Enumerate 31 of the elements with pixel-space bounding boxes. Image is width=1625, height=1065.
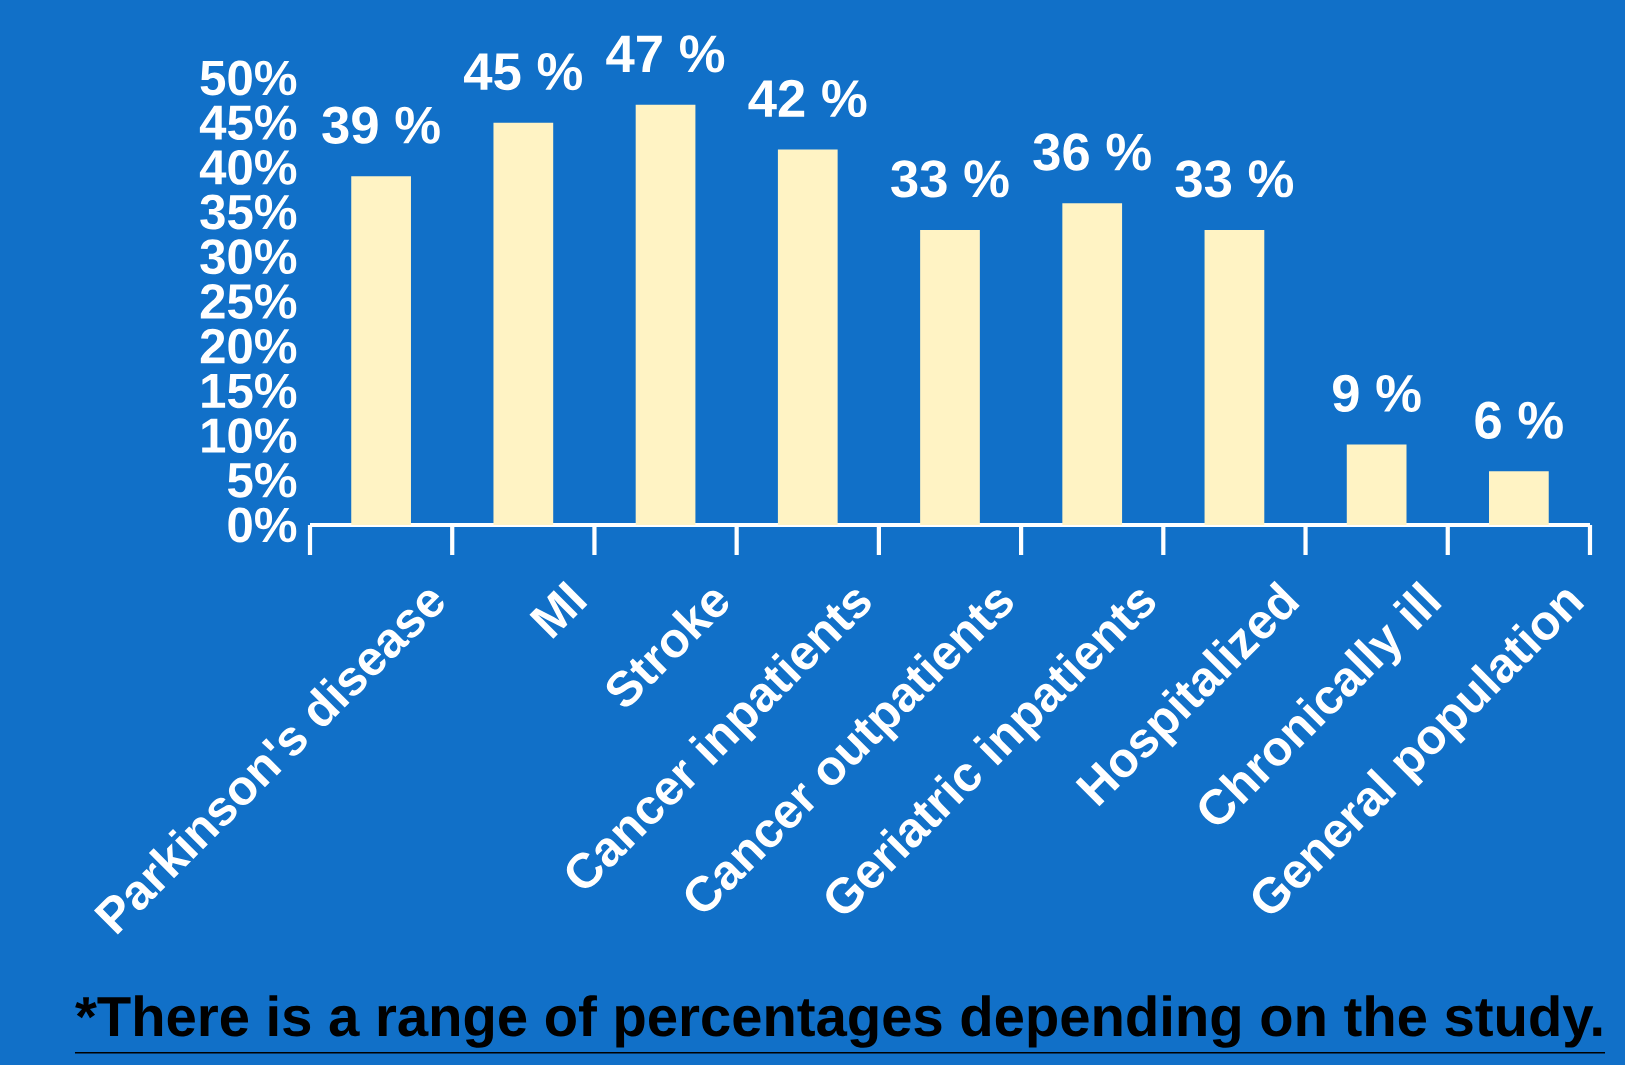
data-label: 42 % xyxy=(748,79,867,118)
y-tick-label: 5% xyxy=(227,462,297,498)
data-label: 9 % xyxy=(1333,374,1421,413)
data-label: 39 % xyxy=(322,106,440,144)
data-label: 33 % xyxy=(891,160,1009,198)
data-label: 45 % xyxy=(464,53,582,91)
data-label: 33 % xyxy=(1175,160,1294,198)
y-tick-label: 30% xyxy=(200,239,297,275)
y-tick-label: 25% xyxy=(200,284,297,319)
bar xyxy=(1204,229,1265,525)
y-tick-label: 10% xyxy=(202,418,297,454)
bar xyxy=(1062,203,1123,525)
text: *There is a range of percentages depending on the study. xyxy=(75,995,1602,1048)
x-tick-label: MI xyxy=(529,580,588,639)
bar xyxy=(351,176,411,525)
bar xyxy=(920,229,980,525)
bar xyxy=(635,104,696,525)
y-tick-label: 50% xyxy=(200,60,297,96)
y-tick-label: 40% xyxy=(199,149,297,185)
y-tick-label: 0% xyxy=(228,507,297,543)
y-tick-label: 20% xyxy=(200,328,297,364)
y-tick-label: 35% xyxy=(200,194,297,230)
bar xyxy=(777,149,838,525)
y-tick-label: 45% xyxy=(199,105,297,141)
bar xyxy=(1489,471,1549,525)
data-label: 6 % xyxy=(1475,401,1563,439)
data-label: 47 % xyxy=(606,35,725,73)
bar xyxy=(493,122,554,525)
data-label: 36 % xyxy=(1033,133,1151,171)
bar xyxy=(1346,444,1407,525)
y-tick-label: 15% xyxy=(202,373,297,409)
